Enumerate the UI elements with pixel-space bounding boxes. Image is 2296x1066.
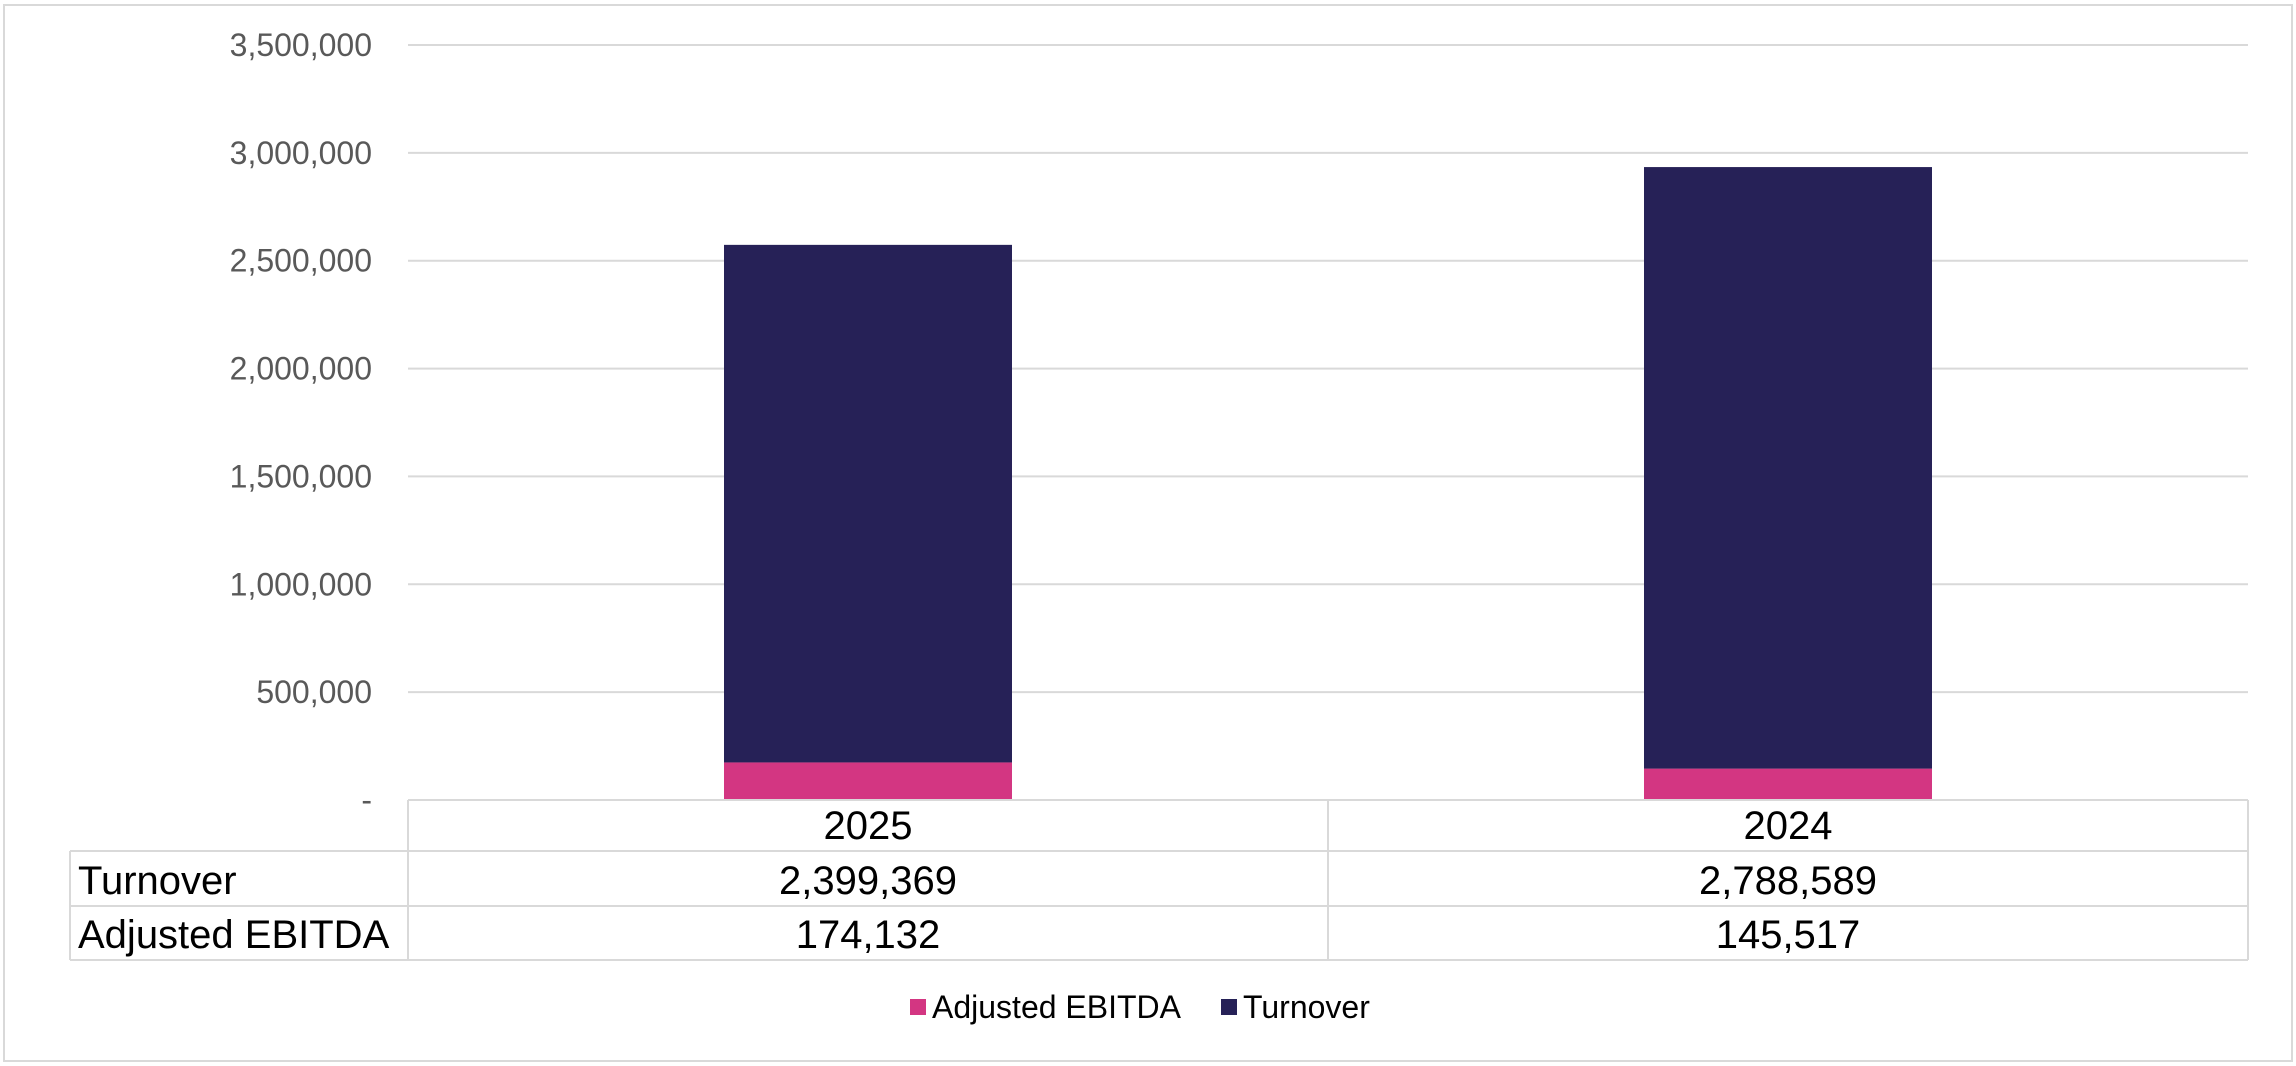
legend-entry: Adjusted EBITDA	[932, 989, 1182, 1025]
data-table: 2025 2024 Turnover 2,399,369 2,788,589 Adjust…	[69, 799, 2249, 961]
bar	[1644, 768, 1932, 800]
y-tick-label: 1,000,000	[230, 566, 372, 602]
table-row-label: Adjusted EBITDA	[78, 913, 390, 957]
y-tick-label: 3,500,000	[230, 27, 372, 63]
y-tick-label: -	[361, 782, 372, 818]
y-axis-tick-labels: - 500,000 1,000,000 1,500,000 2,000,000 2,500…	[230, 27, 372, 818]
data-label: 145,517	[1716, 913, 1861, 957]
y-tick-label: 1,500,000	[230, 458, 372, 494]
table-row-label: Turnover	[78, 859, 237, 903]
gridlines	[408, 44, 2248, 694]
data-label: 2,399,369	[779, 859, 957, 903]
category-label: 2025	[824, 804, 913, 848]
y-tick-label: 500,000	[256, 674, 372, 710]
y-tick-label: 2,500,000	[230, 243, 372, 279]
bar	[724, 762, 1012, 800]
legend-entry: Turnover	[1243, 989, 1370, 1025]
bars	[724, 167, 1932, 800]
legend: Adjusted EBITDA Turnover	[910, 989, 1370, 1025]
bar	[1644, 167, 1932, 769]
data-label: 174,132	[796, 913, 941, 957]
legend-swatch	[1221, 999, 1237, 1015]
y-tick-label: 3,000,000	[230, 135, 372, 171]
bar	[724, 244, 1012, 763]
data-label: 2,788,589	[1699, 859, 1877, 903]
y-tick-label: 2,000,000	[230, 351, 372, 387]
category-label: 2024	[1744, 804, 1833, 848]
legend-swatch	[910, 999, 926, 1015]
